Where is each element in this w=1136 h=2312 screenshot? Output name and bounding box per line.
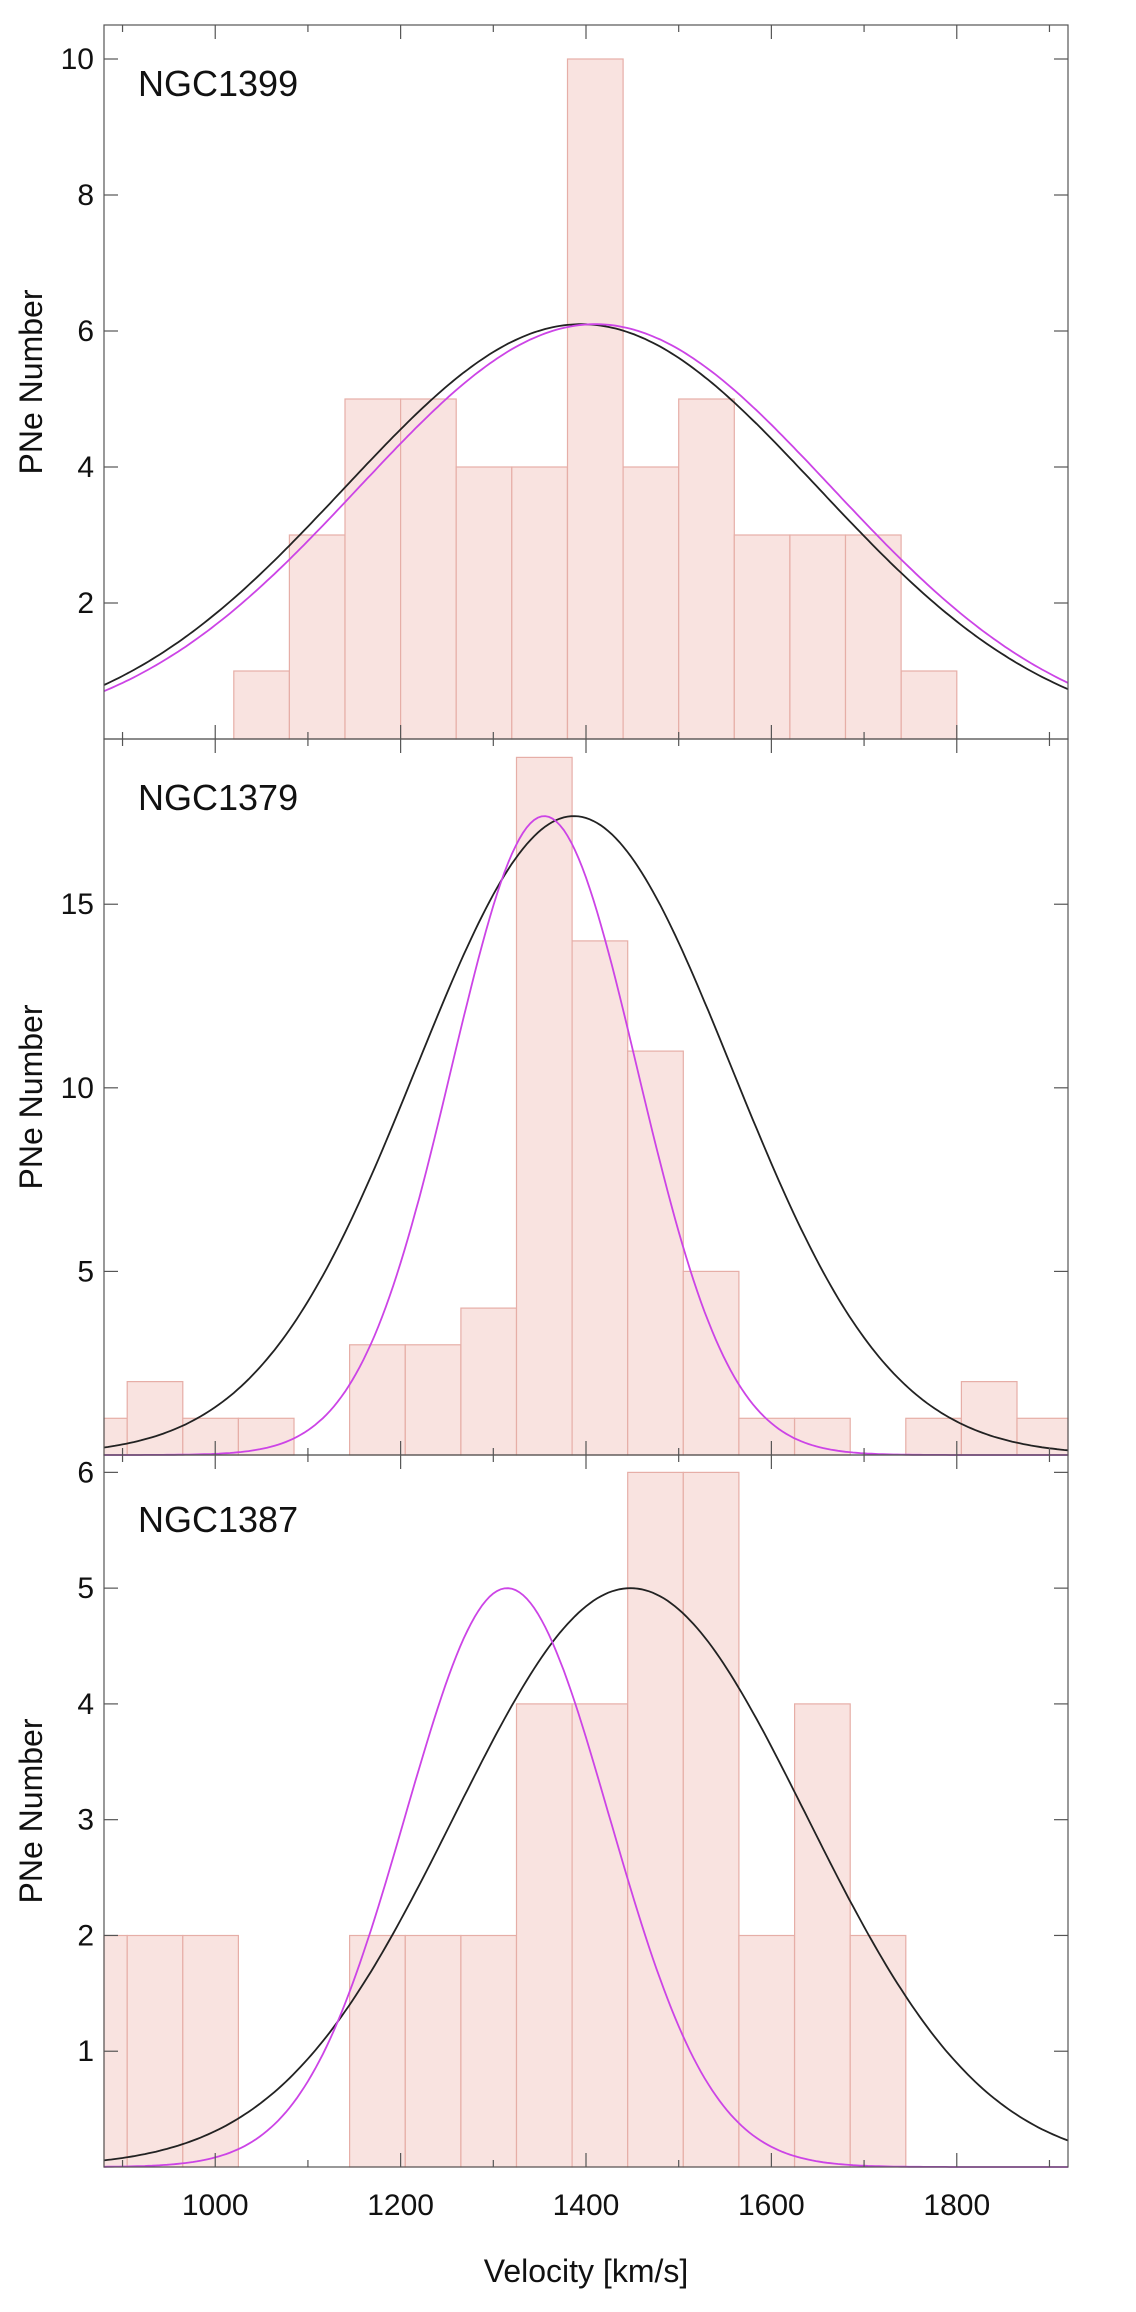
histogram-bar xyxy=(682,1270,740,1456)
panel-ngc1399: 2 4 6 8 10 NGC1399 PNe Number xyxy=(13,24,1069,740)
y-tick-label: 8 xyxy=(77,179,94,212)
histogram-bar xyxy=(515,1703,573,2168)
histogram-bar xyxy=(233,670,291,740)
histogram-bar xyxy=(627,1050,684,1456)
y-tick-label: 10 xyxy=(61,1072,94,1105)
x-axis-label: Velocity [km/s] xyxy=(484,2253,689,2289)
histogram-bar xyxy=(682,1471,740,2168)
y-axis-label: PNe Number xyxy=(13,289,49,474)
gaussian-fit-magenta xyxy=(103,323,1069,693)
x-tick-label: 1800 xyxy=(923,2189,990,2222)
histogram-bar xyxy=(103,1417,128,1456)
x-tick-label: 1000 xyxy=(182,2189,249,2222)
y-axis-label: PNe Number xyxy=(13,1718,49,1903)
panel-title: NGC1379 xyxy=(138,777,298,818)
histogram-bar xyxy=(460,1307,518,1456)
histogram-bar xyxy=(182,1417,240,1456)
histogram-bar xyxy=(349,1934,406,2168)
y-tick-label: 3 xyxy=(77,1804,94,1837)
panel-title: NGC1387 xyxy=(138,1499,298,1540)
histogram-bar xyxy=(571,1703,629,2168)
histogram-bar xyxy=(460,1934,518,2168)
histogram-bar xyxy=(126,1934,184,2168)
histogram-bar xyxy=(288,534,346,740)
y-tick-label: 10 xyxy=(61,43,94,76)
y-tick-label: 15 xyxy=(61,888,94,921)
x-tick-label: 1200 xyxy=(367,2189,434,2222)
panel-ngc1387: 1 2 3 4 5 6 1000 1200 1400 1600 1800 NGC1387 PNe N… xyxy=(13,1454,1069,2222)
histogram-bar xyxy=(678,398,735,740)
y-tick-label: 5 xyxy=(77,1255,94,1288)
histogram-bar xyxy=(849,1934,907,2168)
histogram-bar xyxy=(738,1417,796,1456)
y-tick-label: 1 xyxy=(77,2035,94,2068)
y-axis-label: PNe Number xyxy=(13,1004,49,1189)
histogram-bar xyxy=(905,1417,962,1456)
panel-ngc1379: 5 10 15 NGC1379 PNe Number xyxy=(13,738,1069,1456)
y-tick-label: 6 xyxy=(77,1456,94,1489)
histogram-bar xyxy=(455,466,513,740)
histogram-bar xyxy=(126,1380,184,1456)
histogram-bar xyxy=(571,940,629,1456)
gaussian-fit-black xyxy=(103,815,1069,1452)
histogram-bar xyxy=(511,466,568,740)
histogram-bar xyxy=(237,1417,295,1456)
histogram-bar xyxy=(515,756,573,1456)
y-tick-label: 2 xyxy=(77,587,94,620)
x-tick-label: 1400 xyxy=(553,2189,620,2222)
histogram-bar xyxy=(960,1380,1018,1456)
histogram-bar xyxy=(566,58,624,740)
histogram-bar xyxy=(627,1471,684,2168)
histogram-bar xyxy=(738,1934,796,2168)
y-tick-label: 4 xyxy=(77,1688,94,1721)
histogram-bar xyxy=(404,1344,462,1456)
histogram-bar xyxy=(844,534,902,740)
histogram-bar xyxy=(404,1934,462,2168)
panel-title: NGC1399 xyxy=(138,63,298,104)
histogram-bar xyxy=(622,466,680,740)
x-tick-label: 1600 xyxy=(738,2189,805,2222)
y-tick-label: 6 xyxy=(77,315,94,348)
y-tick-label: 5 xyxy=(77,1572,94,1605)
histogram-bar xyxy=(733,534,791,740)
histogram-bar xyxy=(900,670,958,740)
gaussian-fit-black xyxy=(103,1587,1069,2162)
histogram-bar xyxy=(789,534,847,740)
histogram-bar xyxy=(400,398,457,740)
histogram-bar xyxy=(182,1934,240,2168)
y-tick-label: 2 xyxy=(77,1919,94,1952)
histogram-bar xyxy=(793,1703,851,2168)
histogram-bar xyxy=(349,1344,406,1456)
histogram-bar xyxy=(793,1417,851,1456)
histogram-bar xyxy=(344,398,402,740)
y-tick-label: 4 xyxy=(77,451,94,484)
